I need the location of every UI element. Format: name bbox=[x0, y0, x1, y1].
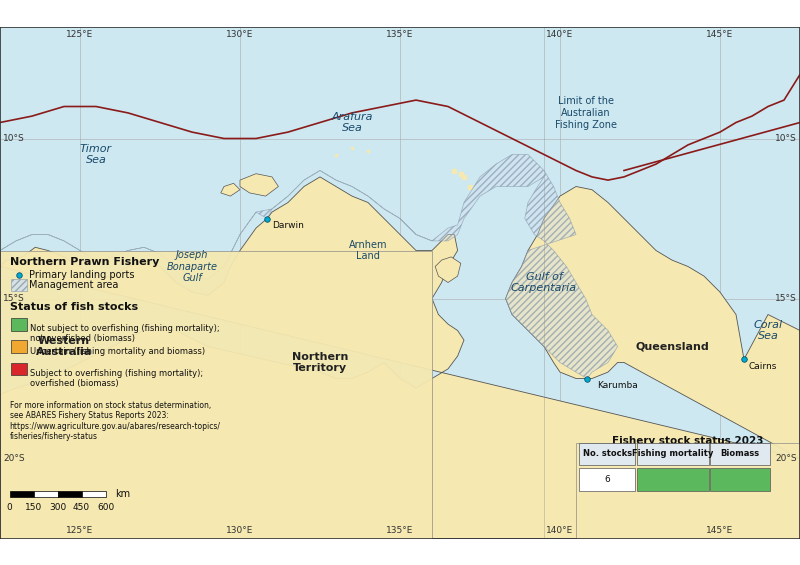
Text: km: km bbox=[115, 489, 130, 499]
Bar bbox=[10, 491, 34, 497]
Text: Northern
Territory: Northern Territory bbox=[292, 351, 348, 373]
Text: For more information on stock status determination,
see ABARES Fishery Status Re: For more information on stock status det… bbox=[10, 401, 221, 441]
Bar bbox=[11, 279, 27, 290]
Bar bbox=[710, 468, 770, 490]
Text: 135°E: 135°E bbox=[386, 31, 414, 40]
Text: Western
Australia: Western Australia bbox=[36, 336, 92, 357]
Text: Arnhem
Land: Arnhem Land bbox=[349, 240, 387, 261]
Text: Karumba: Karumba bbox=[597, 381, 638, 390]
Text: Status of fish stocks: Status of fish stocks bbox=[10, 302, 138, 312]
Bar bbox=[579, 468, 635, 490]
Polygon shape bbox=[221, 183, 240, 196]
Text: 450: 450 bbox=[73, 503, 90, 512]
Bar bbox=[58, 491, 82, 497]
Bar bbox=[82, 491, 106, 497]
Bar bbox=[579, 442, 635, 465]
Text: Cairns: Cairns bbox=[749, 362, 777, 371]
Bar bbox=[637, 442, 709, 465]
Bar bbox=[710, 442, 770, 465]
Polygon shape bbox=[0, 154, 618, 379]
Text: 20°S: 20°S bbox=[3, 454, 25, 463]
Text: Fishery stock status 2023: Fishery stock status 2023 bbox=[612, 436, 764, 446]
Text: 300: 300 bbox=[49, 503, 66, 512]
Text: Management area: Management area bbox=[29, 280, 118, 290]
Text: 20°S: 20°S bbox=[775, 454, 797, 463]
Bar bbox=[34, 491, 58, 497]
Text: Gulf of
Carpentaria: Gulf of Carpentaria bbox=[511, 272, 577, 293]
Text: Queensland: Queensland bbox=[635, 341, 709, 351]
Polygon shape bbox=[0, 177, 800, 538]
Text: 135°E: 135°E bbox=[386, 525, 414, 534]
Text: 140°E: 140°E bbox=[546, 31, 574, 40]
Text: Darwin: Darwin bbox=[272, 221, 304, 230]
Polygon shape bbox=[240, 173, 278, 196]
Text: Not subject to overfishing (fishing mortality);
not overfished (biomass): Not subject to overfishing (fishing mort… bbox=[30, 324, 220, 344]
Text: Fishing mortality: Fishing mortality bbox=[632, 449, 714, 458]
Bar bbox=[11, 318, 27, 331]
Text: Subject to overfishing (fishing mortality);
overfished (biomass): Subject to overfishing (fishing mortalit… bbox=[30, 369, 203, 388]
Text: 15°S: 15°S bbox=[3, 294, 25, 303]
Text: 10°S: 10°S bbox=[775, 134, 797, 143]
Text: Northern Prawn Fishery: Northern Prawn Fishery bbox=[10, 257, 159, 267]
Text: Timor
Sea: Timor Sea bbox=[80, 144, 112, 166]
Text: Primary landing ports: Primary landing ports bbox=[29, 270, 134, 280]
Text: Arafura
Sea: Arafura Sea bbox=[331, 112, 373, 133]
Text: 145°E: 145°E bbox=[706, 525, 734, 534]
Text: 0: 0 bbox=[6, 503, 13, 512]
Text: 15°S: 15°S bbox=[775, 294, 797, 303]
Text: 130°E: 130°E bbox=[226, 525, 254, 534]
Text: 130°E: 130°E bbox=[226, 31, 254, 40]
Text: No. stocks: No. stocks bbox=[582, 449, 632, 458]
Text: 140°E: 140°E bbox=[546, 525, 574, 534]
Bar bbox=[0, 250, 432, 538]
Text: 150: 150 bbox=[25, 503, 42, 512]
Bar bbox=[11, 340, 27, 353]
Text: Limit of the
Australian
Fishing Zone: Limit of the Australian Fishing Zone bbox=[554, 96, 617, 129]
Polygon shape bbox=[435, 257, 461, 282]
Text: 600: 600 bbox=[97, 503, 114, 512]
Text: Biomass: Biomass bbox=[721, 449, 759, 458]
Bar bbox=[576, 442, 800, 538]
Text: Coral
Sea: Coral Sea bbox=[754, 320, 782, 341]
Text: 6: 6 bbox=[604, 475, 610, 484]
Text: Joseph
Bonaparte
Gulf: Joseph Bonaparte Gulf bbox=[166, 250, 218, 283]
Text: 125°E: 125°E bbox=[66, 525, 94, 534]
Bar bbox=[637, 468, 709, 490]
Text: 125°E: 125°E bbox=[66, 31, 94, 40]
Text: 10°S: 10°S bbox=[3, 134, 25, 143]
Text: 145°E: 145°E bbox=[706, 31, 734, 40]
Bar bbox=[11, 363, 27, 375]
Text: Uncertain (fishing mortality and biomass): Uncertain (fishing mortality and biomass… bbox=[30, 346, 206, 355]
